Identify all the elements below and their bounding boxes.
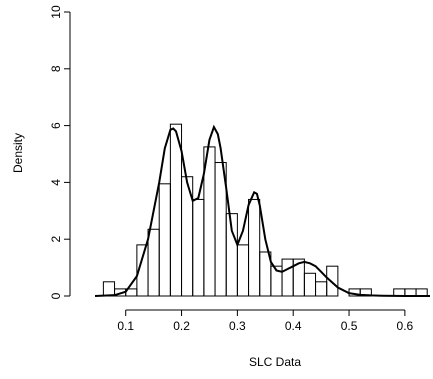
y-tick-label: 2 xyxy=(49,236,63,243)
x-tick-label: 0.6 xyxy=(397,319,414,333)
x-axis: 0.1 0.2 0.3 0.4 0.5 0.6 xyxy=(117,309,414,333)
histogram-bar xyxy=(169,123,183,297)
histogram-bar xyxy=(281,258,294,297)
x-tick-label: 0.3 xyxy=(229,319,246,333)
y-tick-label: 8 xyxy=(49,65,63,72)
x-tick-label: 0.5 xyxy=(341,319,358,333)
x-axis-label: SLC Data xyxy=(249,355,301,369)
y-tick-label: 4 xyxy=(49,179,63,186)
y-tick-label: 6 xyxy=(49,122,63,129)
y-tick-label: 0 xyxy=(49,292,63,299)
histogram-bar xyxy=(158,183,171,297)
histogram-bar xyxy=(303,272,317,297)
histogram-bar xyxy=(236,244,250,297)
x-tick-label: 0.2 xyxy=(173,319,190,333)
histogram-bar xyxy=(102,281,116,297)
density-curve-line xyxy=(94,124,430,297)
y-tick-label: 10 xyxy=(49,5,63,19)
histogram-bar xyxy=(147,228,160,297)
histogram-bar xyxy=(192,198,205,297)
histogram-bar xyxy=(404,288,417,297)
histogram-bar xyxy=(415,288,428,297)
y-axis: 0 2 4 6 8 10 xyxy=(49,5,71,299)
histogram-bar xyxy=(248,198,261,297)
y-axis-label: Density xyxy=(11,133,25,173)
x-tick-label: 0.1 xyxy=(117,319,134,333)
histogram-bar xyxy=(315,281,328,297)
histogram-bar xyxy=(326,265,339,297)
histogram-bars xyxy=(102,123,428,297)
x-tick-label: 0.4 xyxy=(285,319,302,333)
